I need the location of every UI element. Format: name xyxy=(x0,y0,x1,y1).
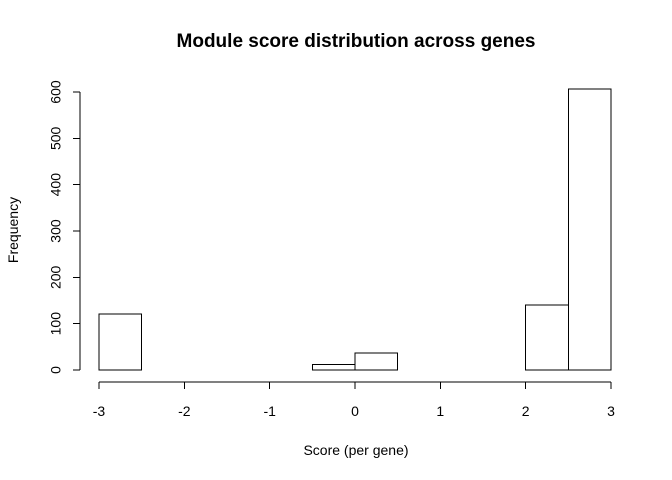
y-tick-label: 300 xyxy=(48,219,64,243)
x-axis-label: Score (per gene) xyxy=(303,442,408,458)
x-tick-label: -2 xyxy=(178,403,191,419)
bars-group xyxy=(98,88,612,371)
x-tick-label: 2 xyxy=(522,403,530,419)
histogram-bar xyxy=(354,352,399,371)
y-axis: 0 100 200 300 400 500 600 xyxy=(48,80,81,374)
chart-title: Module score distribution across genes xyxy=(177,31,536,52)
x-tick-label: -3 xyxy=(93,403,106,419)
x-axis: -3 -2 -1 0 1 2 3 xyxy=(93,381,615,419)
histogram-bar xyxy=(567,88,612,371)
y-tick-label: 200 xyxy=(48,265,64,289)
histogram-bar xyxy=(525,304,569,371)
y-tick-label: 100 xyxy=(48,312,64,336)
x-tick-label: 0 xyxy=(351,403,359,419)
x-tick-label: 3 xyxy=(607,403,615,419)
x-tick-label: -1 xyxy=(263,403,276,419)
y-tick-label: 500 xyxy=(48,126,64,150)
x-tick-label: 1 xyxy=(436,403,444,419)
histogram-bar xyxy=(98,313,143,371)
y-tick-label: 400 xyxy=(48,173,64,197)
histogram-bar xyxy=(311,363,356,371)
y-tick-label: 0 xyxy=(48,366,64,374)
y-tick-label: 600 xyxy=(48,80,64,104)
y-axis-label: Frequency xyxy=(5,197,21,263)
